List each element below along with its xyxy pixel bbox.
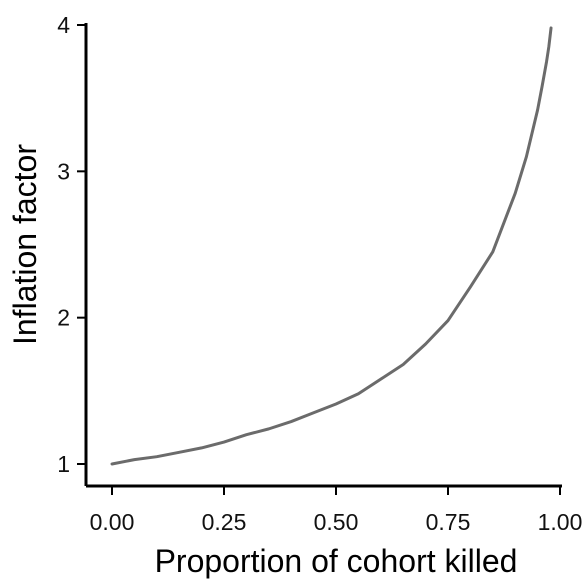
x-tick-label: 0.75 [426, 509, 471, 535]
x-axis-ticks: 0.00 0.25 0.50 0.75 1.00 [90, 486, 583, 535]
x-tick-label: 1.00 [538, 509, 583, 535]
y-tick-label: 2 [57, 305, 70, 331]
x-tick-label: 0.00 [90, 509, 135, 535]
y-axis-ticks: 1 2 3 4 [57, 12, 86, 477]
x-tick-label: 0.50 [314, 509, 359, 535]
y-tick-label: 3 [57, 158, 70, 184]
x-tick-label: 0.25 [202, 509, 247, 535]
series-layer [110, 26, 553, 466]
series-line [110, 26, 553, 466]
plot-area [110, 26, 553, 466]
y-tick-label: 4 [57, 12, 70, 38]
x-axis-title: Proportion of cohort killed [155, 543, 518, 579]
y-axis-title: Inflation factor [7, 144, 43, 345]
y-tick-label: 1 [57, 451, 70, 477]
